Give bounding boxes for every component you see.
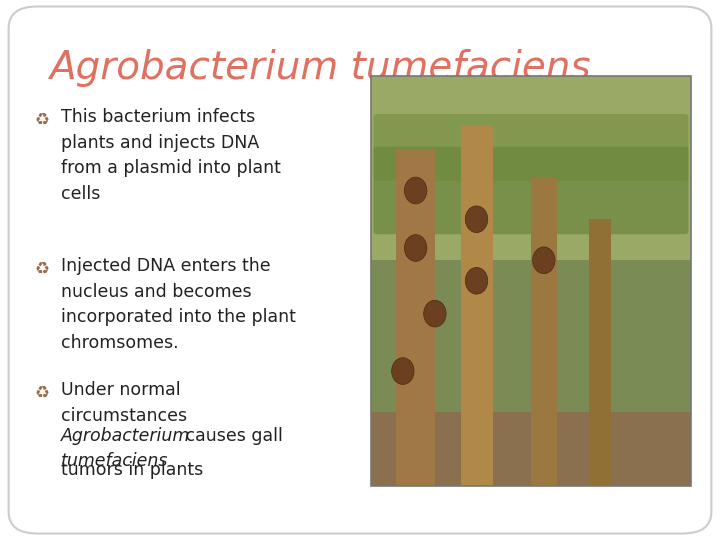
FancyBboxPatch shape <box>9 6 711 534</box>
FancyBboxPatch shape <box>371 76 691 260</box>
FancyBboxPatch shape <box>589 219 611 486</box>
Text: ♻: ♻ <box>35 383 50 401</box>
Text: tumors in plants: tumors in plants <box>61 461 204 478</box>
Text: causes gall: causes gall <box>180 427 283 444</box>
Ellipse shape <box>465 267 487 294</box>
FancyBboxPatch shape <box>531 178 557 486</box>
FancyBboxPatch shape <box>461 125 492 486</box>
Ellipse shape <box>465 206 487 233</box>
Ellipse shape <box>533 247 555 274</box>
Text: ♻: ♻ <box>35 110 50 128</box>
Text: This bacterium infects
plants and injects DNA
from a plasmid into plant
cells: This bacterium infects plants and inject… <box>61 108 281 203</box>
Text: ♻: ♻ <box>35 259 50 277</box>
Text: Injected DNA enters the
nucleus and becomes
incorporated into the plant
chromsom: Injected DNA enters the nucleus and beco… <box>61 257 296 352</box>
FancyBboxPatch shape <box>374 114 688 181</box>
Text: Agrobacterium
tumefaciens: Agrobacterium tumefaciens <box>61 427 191 470</box>
Text: Under normal
circumstances: Under normal circumstances <box>61 381 187 425</box>
FancyBboxPatch shape <box>374 147 688 234</box>
Ellipse shape <box>423 300 446 327</box>
Ellipse shape <box>392 357 414 384</box>
FancyBboxPatch shape <box>371 76 691 486</box>
Text: Agrobacterium tumefaciens: Agrobacterium tumefaciens <box>49 49 590 86</box>
Ellipse shape <box>405 234 427 261</box>
Ellipse shape <box>405 177 427 204</box>
FancyBboxPatch shape <box>397 150 435 486</box>
FancyBboxPatch shape <box>371 412 691 486</box>
